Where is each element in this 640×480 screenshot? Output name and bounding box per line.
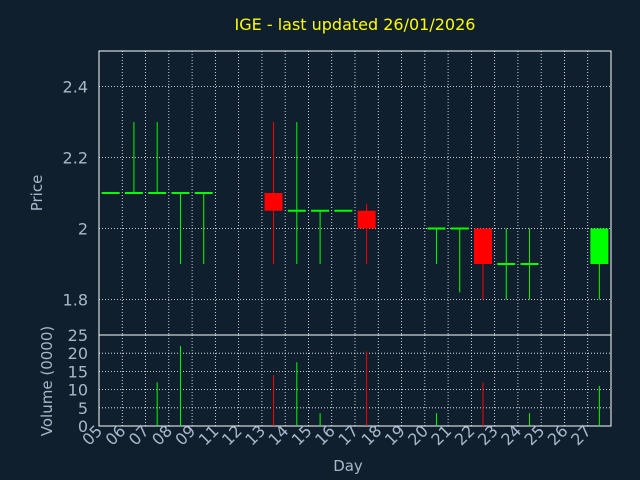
candle-body (590, 228, 609, 264)
price-tick-label: 1.8 (63, 291, 88, 310)
volume-tick-label: 15 (68, 362, 88, 381)
candles (101, 122, 609, 300)
price-tick-label: 2.2 (63, 149, 88, 168)
price-grid (99, 51, 611, 335)
volume-tick-label: 20 (68, 344, 88, 363)
volume-tick-label: 25 (68, 326, 88, 345)
candle-body (357, 210, 376, 229)
volume-tick-label: 10 (68, 381, 88, 400)
volume-bars (156, 345, 600, 426)
price-panel: 1.8 2 2.2 2.4 Price (28, 50, 612, 336)
price-tick-label: 2 (78, 220, 88, 239)
x-axis-label: Day (333, 457, 363, 475)
volume-tick-label: 5 (78, 399, 88, 418)
price-tick-label: 2.4 (63, 78, 88, 97)
price-y-ticks: 1.8 2 2.2 2.4 (63, 78, 88, 310)
volume-tick-label: 0 (78, 417, 88, 436)
candle-body (264, 193, 283, 211)
price-axis-label: Price (28, 175, 46, 212)
candle-body (474, 228, 492, 264)
volume-plot-frame (98, 334, 612, 427)
chart-title: IGE - last updated 26/01/2026 (235, 15, 476, 34)
volume-axis-label: Volume (0000) (38, 326, 56, 436)
volume-grid (99, 335, 611, 426)
